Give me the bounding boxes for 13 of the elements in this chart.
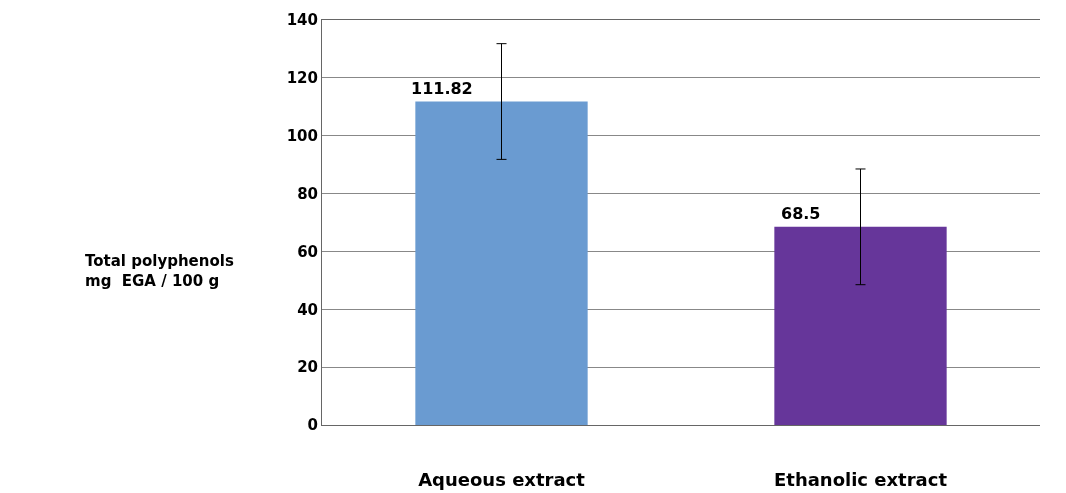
y-tick-label: 60: [297, 242, 318, 261]
data-label: 111.82: [411, 79, 473, 98]
y-tick-label: 0: [307, 416, 318, 435]
y-tick-label: 100: [286, 126, 318, 145]
y-tick-label: 20: [297, 358, 318, 377]
y-tick-label: 80: [297, 184, 318, 203]
x-tick-label: Ethanolic extract: [773, 468, 948, 490]
y-axis-title: Total polyphenols mg EGA / 100 g: [85, 252, 234, 290]
data-label: 68.5: [781, 204, 821, 223]
y-tick-label: 40: [297, 300, 318, 319]
y-tick-label: 140: [286, 11, 318, 30]
y-tick-label: 120: [286, 69, 318, 88]
x-tick-label: Aqueous extract: [418, 468, 586, 490]
